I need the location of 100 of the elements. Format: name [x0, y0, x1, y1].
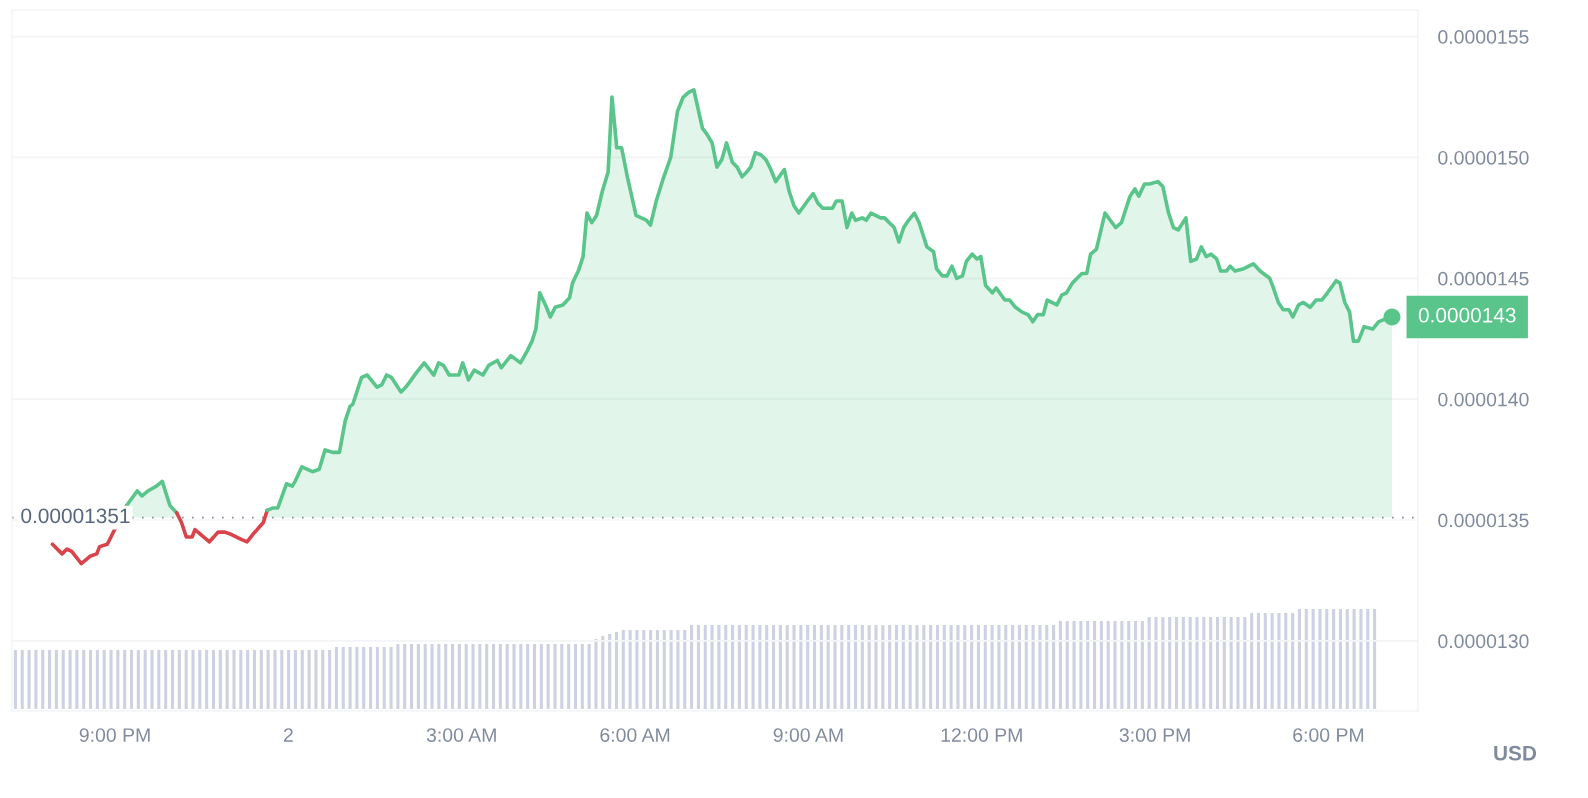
bar — [1017, 625, 1021, 709]
bar — [1297, 609, 1301, 709]
bar — [123, 650, 127, 709]
bar — [1243, 617, 1247, 709]
bar — [1147, 617, 1151, 709]
bar — [532, 644, 537, 709]
bar — [205, 650, 209, 709]
bar — [1004, 625, 1008, 709]
bar — [553, 644, 557, 709]
bar — [833, 625, 837, 709]
bar — [1106, 621, 1110, 709]
bar — [1332, 609, 1336, 709]
bar — [382, 647, 386, 709]
bar — [232, 650, 236, 709]
bar — [696, 625, 700, 709]
bar — [1202, 617, 1206, 709]
bar — [1072, 621, 1076, 709]
bar — [1195, 617, 1199, 709]
bar — [27, 650, 31, 709]
bar — [1311, 609, 1315, 709]
bar — [526, 644, 530, 709]
bar — [614, 632, 618, 709]
bar — [287, 650, 291, 709]
bar — [170, 650, 175, 709]
bar — [498, 644, 502, 709]
bar — [1011, 625, 1015, 709]
bar — [512, 644, 516, 709]
text: USD — [1494, 745, 1537, 761]
bar — [225, 650, 229, 709]
bar — [1318, 609, 1322, 709]
bar — [642, 630, 646, 709]
bar — [1250, 613, 1254, 709]
bar — [963, 625, 967, 709]
bar — [1168, 617, 1172, 709]
bar — [608, 634, 612, 709]
bar — [341, 647, 345, 709]
bar — [1359, 609, 1363, 709]
bar — [621, 630, 625, 709]
bar — [628, 630, 632, 709]
bar — [792, 625, 796, 709]
bar — [389, 647, 393, 709]
x-tick-label: 3:00 AM — [426, 728, 496, 742]
bar — [34, 650, 38, 709]
bar — [1345, 609, 1349, 709]
bar — [314, 650, 318, 709]
annotation: 0.0000143 — [1418, 307, 1516, 323]
bar — [806, 625, 810, 709]
bar — [184, 650, 188, 709]
bar — [758, 625, 762, 709]
ref-line-label: 0.00001351 — [21, 508, 130, 524]
bar — [423, 644, 427, 709]
x-tick-label: 3:00 PM — [1119, 728, 1190, 742]
bar — [1024, 625, 1028, 709]
bar — [819, 625, 823, 709]
bar — [751, 625, 755, 709]
bar — [546, 644, 550, 709]
bar — [457, 644, 461, 709]
bar — [881, 625, 885, 709]
bar — [95, 650, 99, 709]
bar — [1209, 617, 1213, 709]
bar — [812, 625, 817, 709]
bar — [1058, 621, 1062, 709]
bar — [710, 625, 714, 709]
bar — [976, 625, 980, 709]
bar — [293, 650, 297, 709]
bar — [136, 650, 140, 709]
x-tick-label: 12:00 PM — [941, 728, 1022, 742]
bar — [300, 650, 304, 709]
bar — [587, 644, 591, 709]
y-tick-label: 0.0000145 — [1438, 271, 1529, 286]
y-tick-label: 0.0000150 — [1438, 150, 1529, 165]
bar — [191, 650, 195, 709]
bar — [116, 650, 120, 709]
bar — [826, 625, 830, 709]
bar — [218, 650, 222, 709]
y-tick-label: 0.0000135 — [1438, 513, 1529, 528]
bar — [703, 625, 707, 709]
bar — [321, 650, 325, 709]
bar — [847, 625, 851, 709]
bar — [785, 625, 789, 709]
bar — [362, 647, 366, 709]
bar — [1099, 621, 1103, 709]
bar — [246, 650, 250, 709]
bar — [853, 625, 858, 709]
bar — [860, 625, 864, 709]
bar — [334, 647, 338, 709]
bar — [1291, 613, 1295, 709]
bar — [1113, 621, 1117, 709]
bar — [683, 630, 687, 709]
bar — [717, 625, 721, 709]
bar — [444, 644, 448, 709]
bar — [416, 644, 420, 709]
bar — [737, 625, 741, 709]
bar — [662, 630, 666, 709]
bar — [594, 639, 598, 709]
x-tick-label: 9:00 PM — [79, 728, 150, 742]
bar — [840, 625, 844, 709]
bar — [54, 650, 58, 709]
bar — [198, 650, 202, 709]
bar — [1031, 625, 1035, 709]
